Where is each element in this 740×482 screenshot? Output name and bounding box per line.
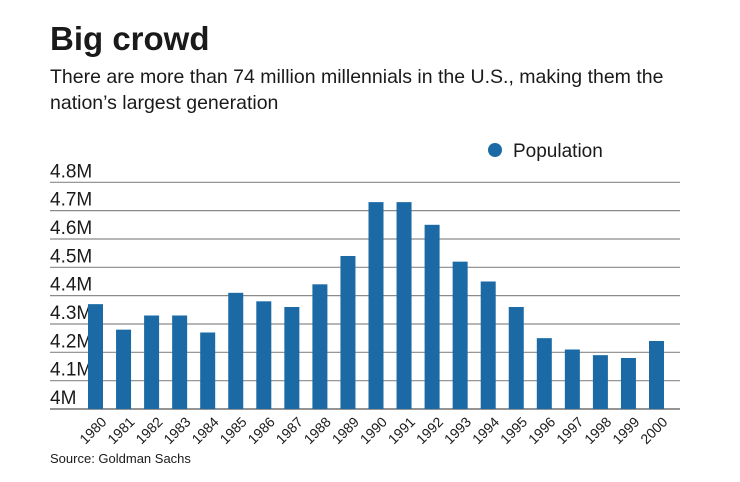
bar-1988 bbox=[312, 284, 328, 409]
y-tick-label: 4.3M bbox=[50, 303, 92, 324]
x-tick-label: 1992 bbox=[413, 414, 446, 447]
x-tick-label: 1982 bbox=[132, 414, 165, 447]
y-tick-label: 4.4M bbox=[50, 275, 92, 296]
legend-label: Population bbox=[513, 141, 603, 162]
bar-1985 bbox=[228, 292, 244, 409]
bar-1980 bbox=[88, 304, 103, 409]
legend-marker bbox=[488, 143, 502, 157]
x-tick-label: 1981 bbox=[104, 414, 137, 447]
x-tick-label: 1990 bbox=[357, 414, 390, 447]
x-tick-label: 1993 bbox=[441, 414, 474, 447]
y-tick-label: 4M bbox=[50, 388, 76, 409]
bar-1992 bbox=[424, 224, 440, 409]
bar-1981 bbox=[116, 329, 132, 409]
bar-1983 bbox=[172, 315, 188, 409]
y-tick-label: 4.1M bbox=[50, 360, 92, 381]
x-tick-label: 1994 bbox=[469, 414, 502, 447]
bar-1986 bbox=[256, 301, 272, 409]
bar-1998 bbox=[592, 355, 608, 409]
x-tick-label: 1988 bbox=[301, 414, 334, 447]
x-tick-label: 1996 bbox=[525, 414, 558, 447]
bar-1995 bbox=[508, 306, 524, 409]
y-tick-label: 4.6M bbox=[50, 218, 92, 239]
x-tick-label: 1991 bbox=[385, 414, 418, 447]
x-tick-label: 1984 bbox=[188, 414, 221, 447]
bar-1989 bbox=[340, 255, 356, 409]
x-tick-label: 1983 bbox=[160, 414, 193, 447]
bar-1987 bbox=[284, 306, 300, 409]
x-tick-label: 2000 bbox=[637, 414, 670, 447]
bar-1982 bbox=[144, 315, 160, 409]
y-tick-label: 4.5M bbox=[50, 246, 92, 267]
bar-1993 bbox=[452, 261, 468, 409]
bar-1990 bbox=[368, 202, 384, 409]
x-tick-label: 1999 bbox=[609, 414, 642, 447]
bar-2000 bbox=[649, 340, 664, 409]
bar-1994 bbox=[480, 281, 496, 409]
y-tick-label: 4.2M bbox=[50, 331, 92, 352]
bar-1984 bbox=[200, 332, 216, 409]
bar-1999 bbox=[620, 357, 636, 409]
x-tick-label: 1995 bbox=[497, 414, 530, 447]
x-tick-label: 1987 bbox=[273, 414, 306, 447]
x-tick-label: 1989 bbox=[329, 414, 362, 447]
bar-1997 bbox=[564, 349, 580, 409]
bar-1991 bbox=[396, 202, 412, 409]
x-tick-label: 1997 bbox=[553, 414, 586, 447]
chart-title: Big crowd bbox=[50, 20, 210, 57]
y-tick-label: 4.8M bbox=[50, 161, 92, 182]
x-tick-label: 1985 bbox=[216, 414, 249, 447]
bar-1996 bbox=[536, 338, 552, 409]
chart-subtitle: There are more than 74 million millennia… bbox=[50, 66, 664, 114]
x-tick-label: 1986 bbox=[244, 414, 277, 447]
y-tick-label: 4.7M bbox=[50, 190, 92, 211]
source-note: Source: Goldman Sachs bbox=[50, 451, 191, 466]
x-tick-label: 1980 bbox=[76, 414, 109, 447]
x-tick-label: 1998 bbox=[581, 414, 614, 447]
